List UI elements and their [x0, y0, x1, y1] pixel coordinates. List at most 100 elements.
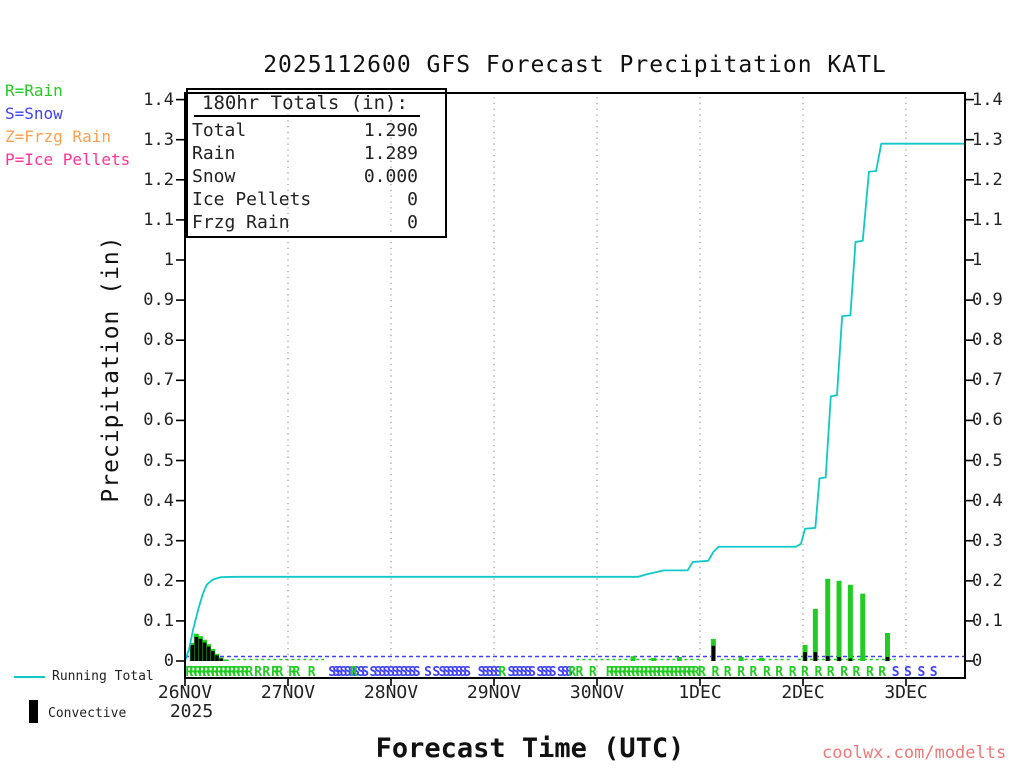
x-tick-label: 28NOV	[363, 682, 419, 703]
rain-bar	[860, 593, 866, 661]
precip-type-letter: R	[623, 665, 631, 680]
precip-type-letter: S	[447, 665, 455, 680]
precip-type-letter: R	[589, 665, 597, 680]
y-tick-label-left: 0.6	[143, 410, 174, 431]
rain-bar	[847, 584, 853, 661]
precip-type-letter: S	[408, 665, 416, 680]
precip-type-letter: R	[636, 665, 644, 680]
precip-type-letter: S	[344, 665, 352, 680]
precip-type-letter: R	[619, 665, 627, 680]
precip-type-letter: R	[670, 665, 678, 680]
precip-type-letter: R	[237, 665, 245, 680]
plot-frame	[184, 92, 966, 679]
rain-bar	[738, 656, 744, 661]
precip-type-letter: R	[750, 665, 758, 680]
precip-type-letter: R	[275, 665, 283, 680]
precip-type-letter: S	[536, 665, 544, 680]
y-tick-label-left: 0.3	[143, 530, 174, 551]
precip-type-letter: S	[400, 665, 408, 680]
running-total-line-swatch	[14, 676, 45, 678]
running-total-line	[184, 142, 965, 662]
precip-type-letter: R	[657, 665, 665, 680]
convective-bar	[202, 642, 207, 661]
precip-type-letter: S	[424, 665, 432, 680]
precip-type-letter: R	[308, 665, 316, 680]
y-tick-label-left: 1.1	[143, 209, 174, 230]
convective-bar	[215, 655, 219, 661]
y-tick-label-right: 0.4	[972, 490, 1003, 511]
precip-type-letter: R	[220, 665, 228, 680]
x-tick-label: 3DEC	[884, 682, 928, 703]
precip-type-letter: R	[789, 665, 797, 680]
precip-type-letter: R	[688, 665, 696, 680]
precip-type-letter: R	[666, 665, 674, 680]
precip-type-letter: R	[827, 665, 835, 680]
precip-type-letter: S	[391, 665, 399, 680]
precip-type-letter: S	[361, 665, 369, 680]
y-tick-label-right: 0	[972, 651, 983, 671]
precip-type-letter: R	[683, 665, 691, 680]
y-tick-label-right: 1.1	[972, 209, 1003, 230]
convective-bar	[711, 645, 716, 661]
precip-type-letter: R	[853, 665, 861, 680]
convective-bar	[194, 636, 199, 661]
precip-type-letter: S	[892, 665, 900, 680]
convective-legend-label: Convective	[48, 706, 127, 721]
convective-bar-swatch	[29, 700, 38, 723]
convective-bar	[813, 652, 818, 661]
precip-type-letter: R	[185, 665, 193, 680]
precip-type-letter: R	[866, 665, 874, 680]
y-tick-label-left: 1.2	[143, 169, 174, 190]
rain-bar	[676, 656, 682, 661]
precip-type-letter: S	[369, 665, 377, 680]
precip-type-letter: R	[245, 665, 253, 680]
precip-type-letter: R	[194, 665, 202, 680]
precip-type-letter: S	[357, 665, 365, 680]
precip-type-letter: R	[678, 665, 686, 680]
totals-row-label: Total	[192, 120, 247, 141]
precip-type-letter: R	[498, 665, 506, 680]
precip-type-letter: S	[512, 665, 520, 680]
convective-bar	[837, 656, 841, 661]
convective-bar	[803, 652, 807, 661]
precip-type-letter: S	[930, 665, 938, 680]
y-tick-label-right: 0.8	[972, 330, 1003, 351]
precip-type-letter: S	[328, 665, 336, 680]
precip-type-letter: R	[632, 665, 640, 680]
legend-ice-pellets-key: P=Ice Pellets	[5, 150, 131, 169]
precip-type-letter: S	[565, 665, 573, 680]
watermark-link[interactable]: coolwx.com/modelts	[822, 743, 1007, 763]
precip-type-letter: R	[211, 665, 219, 680]
precip-type-letter: S	[378, 665, 386, 680]
precip-type-letter: S	[455, 665, 463, 680]
precip-type-letter: S	[413, 665, 421, 680]
running-total-legend-label: Running Total	[52, 669, 154, 684]
precip-type-letter: S	[374, 665, 382, 680]
y-tick-label-left: 1	[163, 250, 174, 270]
precip-type-letter: R	[190, 665, 198, 680]
chart-title: 2025112600 GFS Forecast Precipitation KA…	[263, 52, 887, 78]
precip-type-letter: R	[645, 665, 653, 680]
precip-type-letter: R	[698, 665, 706, 680]
y-tick-label-right: 0.2	[972, 570, 1003, 591]
precip-type-letter: S	[561, 665, 569, 680]
precip-type-letter: R	[840, 665, 848, 680]
precip-type-letter: S	[443, 665, 451, 680]
precip-type-letter: S	[486, 665, 494, 680]
convective-bar	[206, 646, 211, 661]
precip-type-letter: S	[459, 665, 467, 680]
y-tick-label-left: 0.4	[143, 490, 174, 511]
y-tick-label-left: 0	[163, 651, 174, 671]
precip-type-letter: S	[383, 665, 391, 680]
precip-type-letter: S	[524, 665, 532, 680]
precip-type-letter: S	[451, 665, 459, 680]
precip-type-letter: S	[549, 665, 557, 680]
precip-type-letter: S	[528, 665, 536, 680]
precip-type-letter: R	[606, 665, 614, 680]
precip-type-letter: S	[490, 665, 498, 680]
totals-row-rain: Rain 1.289	[192, 142, 418, 165]
y-tick-label-left: 1.3	[143, 129, 174, 150]
precip-type-letter: R	[233, 665, 241, 680]
precip-type-letter: R	[215, 665, 223, 680]
precip-type-letter: R	[775, 665, 783, 680]
